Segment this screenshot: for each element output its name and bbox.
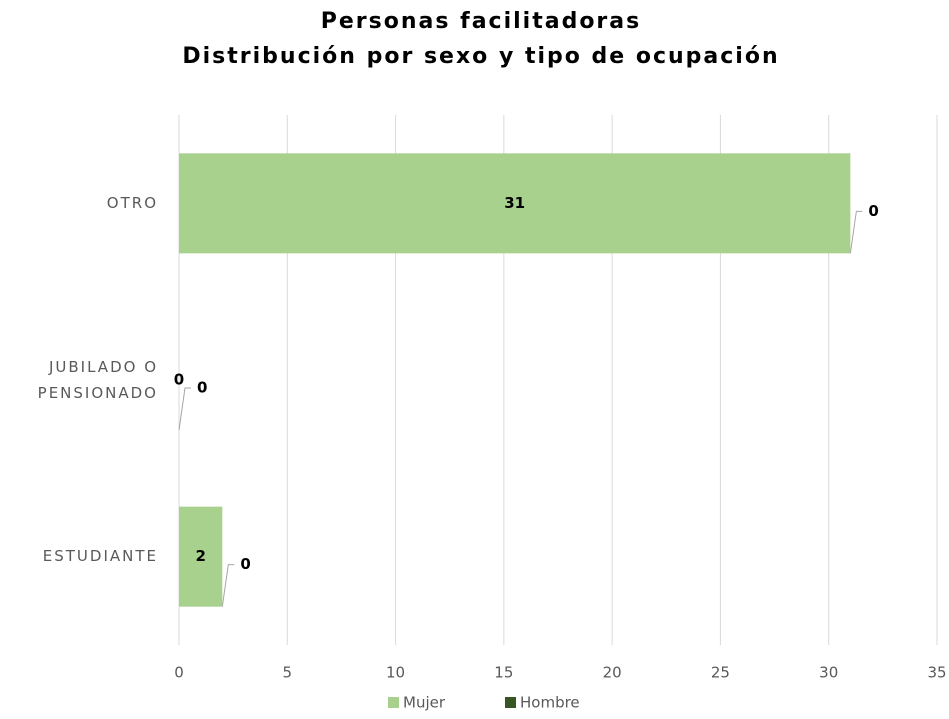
data-label: 0 [197,379,207,397]
legend-swatch [505,697,516,708]
y-tick-label: OTRO [107,194,158,212]
legend-label: Mujer [403,694,446,712]
data-label: 2 [195,547,205,565]
x-tick-label: 5 [283,664,293,682]
legend-label: Hombre [520,694,580,712]
data-label: 0 [240,555,250,573]
data-label: 0 [868,202,878,220]
x-tick-label: 15 [494,664,513,682]
x-tick-label: 25 [711,664,730,682]
bar [179,506,223,607]
chart-subtitle: Distribución por sexo y tipo de ocupació… [182,44,779,69]
leader-line [178,387,191,431]
y-tick-label: JUBILADO O PENSIONADO [38,358,158,402]
leader-line [221,564,235,607]
x-tick-label: 10 [386,664,405,682]
data-label: 0 [174,371,184,389]
x-tick-label: 30 [819,664,838,682]
x-tick-label: 35 [927,664,946,682]
y-tick-label: ESTUDIANTE [43,547,158,565]
bar [179,153,851,254]
x-tick-label: 0 [174,664,184,682]
data-label: 31 [504,194,525,212]
legend-swatch [388,697,399,708]
chart-title: Personas facilitadoras [321,9,641,34]
leader-line [849,210,863,254]
x-tick-label: 20 [603,664,622,682]
